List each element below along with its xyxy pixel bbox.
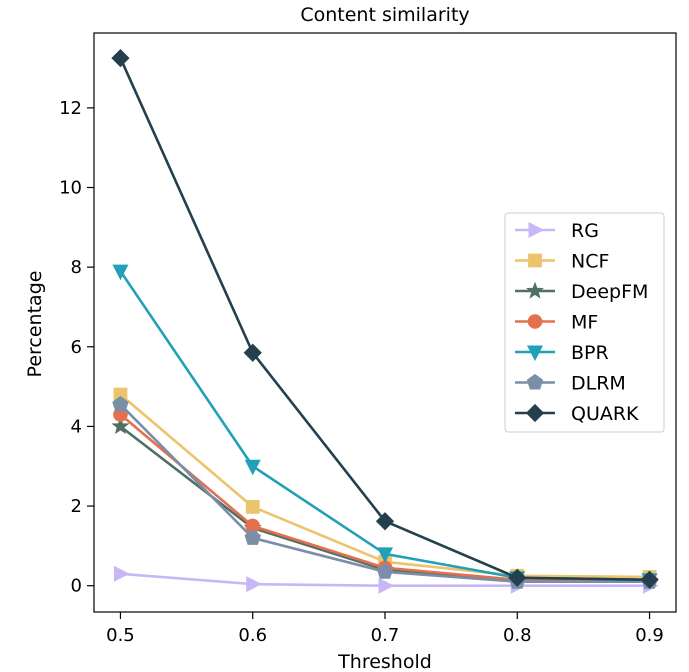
data-point-rg bbox=[378, 577, 395, 594]
legend-box bbox=[504, 212, 665, 433]
legend-marker-ncf bbox=[528, 253, 542, 268]
data-point-quark bbox=[508, 568, 527, 587]
x-tick-label: 0.8 bbox=[503, 625, 532, 646]
chart-title: Content similarity bbox=[300, 4, 469, 26]
y-tick-label: 0 bbox=[71, 576, 82, 597]
data-point-dlrm bbox=[376, 563, 394, 579]
legend-marker-rg bbox=[528, 221, 545, 239]
data-point-bpr bbox=[376, 547, 394, 563]
legend-label-bpr: BPR bbox=[571, 342, 609, 364]
y-tick-label: 4 bbox=[71, 416, 82, 437]
legend-item-dlrm: DLRM bbox=[515, 373, 626, 395]
legend-item-deepfm: DeepFM bbox=[515, 281, 648, 303]
y-axis: 0 2 4 6 8 10 12 bbox=[59, 98, 94, 597]
legend-label-rg: RG bbox=[571, 220, 599, 242]
legend: RG NCF DeepFM MF BPR DLRM QUARK bbox=[504, 212, 665, 433]
legend-label-mf: MF bbox=[571, 312, 598, 334]
data-point-deepfm bbox=[111, 417, 130, 435]
series-quark bbox=[111, 48, 659, 589]
data-point-bpr bbox=[244, 459, 261, 476]
series-layer bbox=[111, 48, 659, 594]
y-tick-label: 6 bbox=[71, 337, 82, 358]
x-tick-label: 0.7 bbox=[371, 625, 400, 646]
data-point-rg bbox=[246, 576, 262, 593]
data-point-rg bbox=[113, 565, 130, 582]
legend-item-bpr: BPR bbox=[515, 342, 609, 364]
legend-label-deepfm: DeepFM bbox=[571, 281, 648, 303]
legend-item-rg: RG bbox=[515, 220, 599, 242]
legend-label-ncf: NCF bbox=[571, 251, 609, 273]
data-point-quark bbox=[111, 48, 130, 68]
legend-marker-dlrm bbox=[526, 373, 544, 390]
data-point-dlrm bbox=[244, 529, 261, 545]
y-tick-label: 2 bbox=[71, 496, 82, 517]
legend-label-dlrm: DLRM bbox=[571, 373, 626, 395]
x-axis: 0.5 0.6 0.7 0.8 0.9 bbox=[106, 612, 664, 646]
x-axis-label: Threshold bbox=[337, 651, 432, 672]
legend-marker-mf bbox=[527, 314, 543, 329]
data-point-quark bbox=[375, 512, 395, 531]
legend-item-quark: QUARK bbox=[515, 403, 639, 425]
x-tick-label: 0.6 bbox=[238, 625, 267, 646]
data-point-quark bbox=[640, 570, 659, 589]
legend-marker-bpr bbox=[526, 345, 544, 362]
x-tick-label: 0.9 bbox=[635, 625, 664, 646]
legend-item-mf: MF bbox=[515, 312, 598, 334]
y-tick-label: 8 bbox=[71, 257, 82, 278]
data-point-bpr bbox=[112, 264, 129, 281]
data-point-ncf bbox=[245, 499, 260, 514]
legend-marker-deepfm bbox=[526, 281, 544, 299]
legend-item-ncf: NCF bbox=[515, 251, 609, 273]
data-point-dlrm bbox=[112, 395, 129, 412]
y-axis-label: Percentage bbox=[24, 271, 46, 378]
x-tick-label: 0.5 bbox=[106, 625, 135, 646]
y-tick-label: 10 bbox=[59, 178, 82, 199]
data-point-quark bbox=[243, 343, 262, 362]
y-tick-label: 12 bbox=[59, 98, 82, 119]
legend-label-quark: QUARK bbox=[571, 403, 639, 425]
legend-marker-quark bbox=[525, 403, 545, 423]
